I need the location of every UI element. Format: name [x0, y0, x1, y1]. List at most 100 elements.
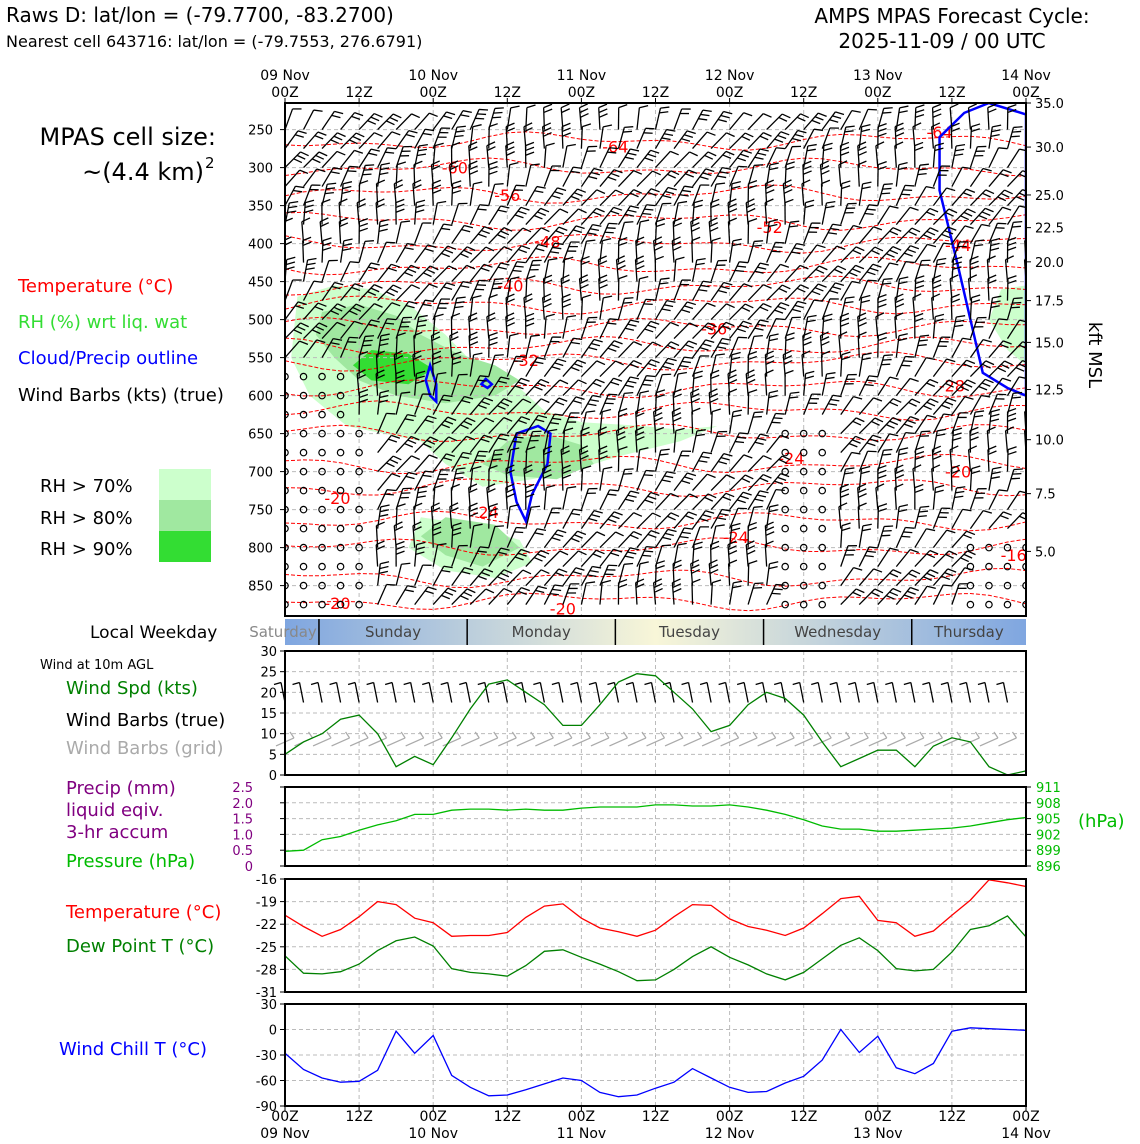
- wind-barb-feather: [983, 169, 992, 171]
- precip-label-3: 3-hr accum: [66, 822, 168, 843]
- wind-barb-feather: [681, 310, 690, 313]
- wind-barb-feather: [789, 226, 798, 227]
- legend-rh80-swatch: [159, 500, 211, 531]
- wind-barb-feather: [772, 422, 781, 423]
- wind-barb-feather: [558, 530, 567, 533]
- wind-barb-feather: [556, 402, 564, 405]
- wind-barb-feather: [623, 302, 632, 303]
- wind-barb-shaft: [378, 264, 392, 281]
- wind-barb-shaft: [896, 550, 910, 567]
- wind-barb-feather: [671, 342, 679, 346]
- wind-barb-feather: [907, 591, 916, 594]
- wind-barb-feather: [913, 465, 921, 469]
- wind-barb-shaft: [896, 528, 905, 548]
- wind-barb-feather: [878, 133, 886, 136]
- wind-barb-feather: [406, 135, 415, 137]
- weekday-label-wednesday: Wednesday: [794, 623, 881, 641]
- wind-barb-feather: [463, 111, 472, 113]
- wind-barb-shaft: [878, 206, 890, 225]
- wind-barb-feather: [904, 595, 913, 598]
- wind-barb-feather: [586, 240, 595, 241]
- wind-barb-feather: [1012, 474, 1021, 475]
- wind-barb-feather: [562, 299, 570, 302]
- wind-barb-feather: [697, 259, 706, 260]
- calm-wind-marker: [819, 563, 825, 569]
- windchill-panel-tick-label: -60: [256, 1075, 277, 1090]
- wind-barb-feather: [899, 282, 908, 284]
- wind-barb-feather: [745, 133, 753, 137]
- wind-barb-feather: [733, 239, 742, 241]
- wind-barb-feather: [670, 151, 678, 154]
- cell-size-line1: MPAS cell size:: [40, 123, 216, 151]
- wind-barb-feather: [795, 134, 804, 136]
- wind-barb-feather: [964, 383, 972, 387]
- wind-barb-feather: [920, 506, 929, 507]
- wind-barb-feather: [388, 439, 397, 442]
- wind-barb-feather: [609, 148, 618, 149]
- wind-barb-shaft: [415, 245, 428, 263]
- wind-barb-feather: [732, 586, 741, 588]
- sfc-wind-barb-feather: [830, 682, 837, 684]
- wind-barb-shaft: [600, 378, 614, 395]
- calm-wind-marker: [819, 525, 825, 531]
- wind-barb-feather: [293, 191, 302, 192]
- pressure-tick-label: 908: [1036, 797, 1061, 812]
- wind-barb-feather: [869, 376, 878, 377]
- wind-barb-shaft: [895, 488, 896, 510]
- wind-barb-shaft: [989, 469, 993, 491]
- wind-barb-feather: [1035, 520, 1043, 524]
- wind-barb-feather: [778, 477, 786, 480]
- wind-barb-shaft: [285, 170, 300, 186]
- wind-barb-feather: [873, 435, 882, 438]
- wind-barb-shaft: [1026, 205, 1035, 225]
- wind-barb-feather: [876, 313, 884, 317]
- wind-barb-shaft: [544, 337, 552, 358]
- wind-barb-feather: [707, 303, 715, 306]
- wind-barb-feather: [493, 283, 502, 284]
- wind-barb-feather: [523, 570, 531, 574]
- wind-barb-feather: [286, 262, 295, 264]
- wind-barb-shaft: [674, 260, 676, 282]
- wind-barb-feather: [376, 522, 384, 526]
- wind-barb-feather: [630, 364, 638, 368]
- wind-barb-feather: [881, 364, 890, 365]
- calm-wind-marker: [300, 449, 306, 455]
- wind-barb-feather: [720, 514, 729, 515]
- wind-barb-feather: [586, 582, 595, 583]
- wind-barb-feather: [757, 153, 766, 155]
- wind-barb-feather: [936, 434, 945, 436]
- wind-barb-feather: [610, 490, 619, 491]
- wind-barb-feather: [634, 532, 642, 536]
- precip-tick-label: 1.0: [232, 828, 253, 843]
- wind-barb-feather: [919, 340, 928, 341]
- wind-barb-feather: [667, 301, 676, 303]
- wind-barb-feather: [611, 344, 619, 347]
- wind-barb-feather: [294, 159, 302, 163]
- wind-barb-feather: [688, 512, 696, 515]
- wind-barb-feather: [667, 516, 675, 520]
- wind-barb-feather: [878, 470, 886, 473]
- wind-barb-feather: [930, 379, 938, 382]
- wind-barb-feather: [334, 111, 343, 113]
- main-panel-content: -64-64-60-56-52-48-44-40-36-32-28-24-20-…: [282, 103, 1050, 618]
- wind-barb-feather: [390, 117, 398, 121]
- weekday-label-tuesday: Tuesday: [658, 623, 720, 641]
- wind-barb-feather: [1013, 127, 1022, 128]
- wind-barb-feather: [927, 573, 935, 577]
- wind-barb-feather: [726, 304, 734, 308]
- wind-barb-feather: [824, 148, 833, 150]
- wind-barb-feather: [386, 292, 394, 296]
- wind-barb-feather: [517, 262, 526, 263]
- wind-barb-feather: [662, 537, 671, 539]
- wind-barb-feather: [477, 114, 486, 115]
- wind-barb-feather: [664, 305, 673, 307]
- wind-barb-feather: [339, 199, 347, 203]
- wind-barb-shaft: [969, 279, 971, 301]
- wind-barb-feather: [927, 402, 935, 406]
- wind-barb-feather: [644, 304, 653, 305]
- wind-barb-feather: [858, 313, 866, 317]
- wind-barb-feather: [642, 384, 651, 385]
- wind-barb-feather: [988, 109, 996, 113]
- wind-barb-feather: [903, 361, 912, 362]
- wind-barb-feather: [800, 285, 808, 289]
